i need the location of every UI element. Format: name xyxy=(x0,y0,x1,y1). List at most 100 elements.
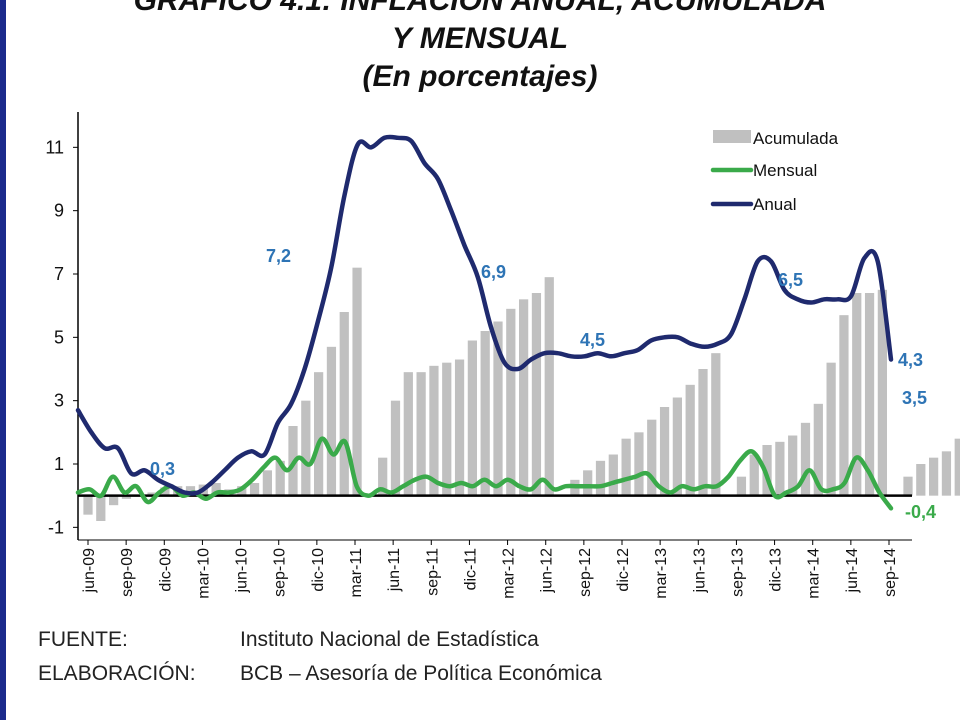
bar-acumulada xyxy=(788,435,798,496)
bar-acumulada xyxy=(314,372,324,496)
y-tick-label: 11 xyxy=(45,137,64,157)
bar-acumulada xyxy=(262,470,272,496)
legend-label: Acumulada xyxy=(753,129,839,148)
y-tick-label: -1 xyxy=(48,517,64,537)
bar-acumulada xyxy=(864,292,875,496)
bar-acumulada xyxy=(800,422,811,496)
bar-acumulada xyxy=(454,359,465,496)
bar-acumulada xyxy=(903,476,913,496)
x-tick-label: sep-10 xyxy=(272,548,289,597)
bar-acumulada xyxy=(877,289,887,496)
x-tick-label: mar-14 xyxy=(806,548,823,599)
chart-title: GRÁFICO 4.1: INFLACIÓN ANUAL, ACUMULADA … xyxy=(0,0,960,96)
chart-title-line2: Y MENSUAL xyxy=(391,22,569,55)
bar-acumulada xyxy=(775,441,785,496)
bar-acumulada xyxy=(583,470,593,496)
bar-acumulada xyxy=(275,460,285,496)
x-tick-label: jun-14 xyxy=(844,548,861,594)
bar-acumulada xyxy=(160,487,170,496)
x-tick-label: jun-09 xyxy=(81,548,98,594)
bar-acumulada xyxy=(916,464,926,496)
x-tick-label: sep-12 xyxy=(577,548,594,597)
bar-acumulada xyxy=(429,365,439,496)
x-tick-label: mar-10 xyxy=(195,548,212,599)
bar-acumulada xyxy=(506,308,516,496)
bar-acumulada xyxy=(736,476,747,496)
data-label: 6,5 xyxy=(778,270,803,290)
data-label: 7,2 xyxy=(266,246,291,266)
chart-title-line1: GRÁFICO 4.1: INFLACIÓN ANUAL, ACUMULADA xyxy=(133,0,827,17)
series-line-mensual xyxy=(75,436,894,511)
bar-acumulada xyxy=(83,495,93,515)
bar-acumulada xyxy=(621,438,631,496)
bar-acumulada xyxy=(608,454,618,496)
bar-acumulada xyxy=(326,346,337,496)
x-tick-label: jun-12 xyxy=(539,548,556,594)
bar-acumulada xyxy=(826,362,836,496)
bar-acumulada xyxy=(339,311,349,496)
data-label: -0,4 xyxy=(905,502,936,522)
x-tick-label: mar-12 xyxy=(501,548,518,599)
x-tick-label: dic-12 xyxy=(615,548,632,592)
bar-acumulada xyxy=(96,495,106,522)
y-tick-label: 7 xyxy=(54,264,64,284)
bar-acumulada xyxy=(954,438,960,496)
bar-acumulada xyxy=(301,400,311,496)
bar-acumulada xyxy=(544,277,554,496)
legend-label: Anual xyxy=(753,195,796,214)
bar-acumulada xyxy=(852,292,862,496)
bar-acumulada xyxy=(698,368,708,496)
bar-acumulada xyxy=(480,330,490,496)
y-tick-label: 9 xyxy=(54,201,64,221)
bar-acumulada xyxy=(109,495,119,506)
source-key: FUENTE: xyxy=(38,628,128,651)
elaboration-value: BCB – Asesoría de Política Económica xyxy=(240,662,602,685)
data-label: 4,5 xyxy=(580,330,605,350)
x-tick-label: dic-11 xyxy=(462,548,479,590)
legend-label: Mensual xyxy=(753,161,817,180)
bar-acumulada xyxy=(352,267,362,496)
data-label: 4,3 xyxy=(898,350,923,370)
x-tick-label: jun-10 xyxy=(234,548,251,594)
x-tick-label: sep-14 xyxy=(882,548,899,597)
x-tick-label: dic-13 xyxy=(768,548,785,592)
y-tick-label: 3 xyxy=(54,391,64,411)
bar-acumulada xyxy=(519,299,529,496)
bar-acumulada xyxy=(249,483,260,496)
bar-acumulada xyxy=(467,340,477,496)
y-tick-label: 5 xyxy=(54,327,64,347)
x-tick-label: mar-11 xyxy=(348,548,365,598)
bar-acumulada xyxy=(493,321,503,496)
bar-acumulada xyxy=(403,372,413,496)
x-tick-label: jun-11 xyxy=(386,548,403,592)
bar-acumulada xyxy=(595,460,606,496)
data-label: 3,5 xyxy=(902,388,927,408)
data-label: 6,9 xyxy=(481,262,506,282)
bar-acumulada xyxy=(416,372,426,496)
bar-acumulada xyxy=(749,454,759,496)
bar-acumulada xyxy=(634,432,644,496)
inflation-chart: -1 1 3 5 7 9 11 jun-09 sep-09 dic-09 mar-10 jun-10 s… xyxy=(45,112,960,599)
bar-acumulada xyxy=(941,451,952,496)
x-tick-label: dic-09 xyxy=(157,548,174,592)
bar-acumulada xyxy=(659,406,670,496)
bar-acumulada xyxy=(211,483,221,496)
bar-acumulada xyxy=(929,457,939,496)
bar-acumulada xyxy=(762,444,772,496)
data-label: 0,3 xyxy=(150,459,175,479)
bar-acumulada xyxy=(390,400,401,496)
y-tick-label: 1 xyxy=(54,454,64,474)
bar-acumulada xyxy=(531,292,542,496)
legend-swatch-acumulada xyxy=(713,130,751,143)
bar-acumulada xyxy=(147,492,157,496)
elaboration-key: ELABORACIÓN: xyxy=(38,662,196,685)
chart-subtitle: (En porcentajes) xyxy=(362,60,598,93)
bar-acumulada xyxy=(672,397,682,496)
series-line-anual xyxy=(75,134,894,496)
x-tick-label: sep-09 xyxy=(119,548,136,597)
bar-acumulada xyxy=(647,419,657,496)
x-tick-label: jun-13 xyxy=(691,548,708,594)
x-tick-label: sep-11 xyxy=(424,548,441,596)
x-tick-label: mar-13 xyxy=(653,548,670,599)
x-tick-label: sep-13 xyxy=(729,548,746,597)
